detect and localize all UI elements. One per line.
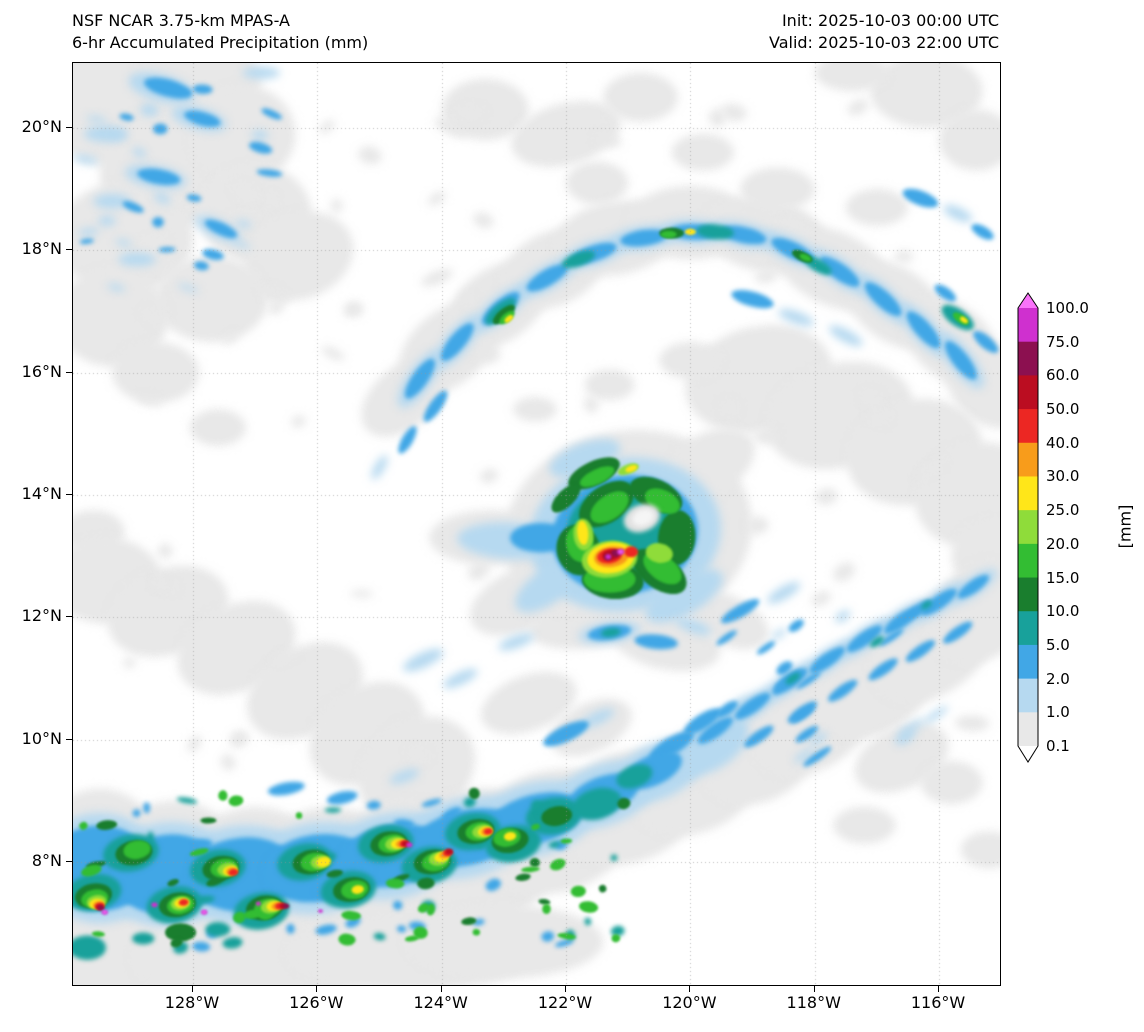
colorbar-tick-label: 30.0 bbox=[1046, 467, 1080, 486]
colorbar-tick-label: 60.0 bbox=[1046, 366, 1080, 385]
colorbar-segment bbox=[1018, 375, 1038, 410]
colorbar-units-label: [mm] bbox=[1115, 504, 1135, 549]
title-line-1: NSF NCAR 3.75-km MPAS-A bbox=[72, 11, 290, 30]
colorbar-tick-label: 40.0 bbox=[1046, 433, 1080, 452]
x-tick-mark bbox=[440, 986, 442, 992]
colorbar-segment bbox=[1018, 644, 1038, 680]
colorbar-tick-label: 75.0 bbox=[1046, 332, 1080, 351]
colorbar-tick-label: 25.0 bbox=[1046, 501, 1080, 520]
init-time-label: Init: 2025-10-03 00:00 UTC bbox=[781, 11, 999, 30]
colorbar-tick-label: 15.0 bbox=[1046, 568, 1080, 587]
colorbar-segment bbox=[1018, 442, 1038, 478]
colorbar-tick-labels: 100.0 75.0 60.0 50.0 40.0 30.0 25.0 20.0 15.0 10.… bbox=[1046, 292, 1116, 772]
colorbar-segment bbox=[1018, 341, 1038, 376]
colorbar-segment bbox=[1018, 712, 1038, 747]
colorbar-segment bbox=[1018, 577, 1038, 612]
x-tick-label: 122°W bbox=[537, 993, 593, 1012]
precipitation-field-canvas bbox=[73, 63, 1000, 985]
y-tick-label: 8°N bbox=[31, 851, 62, 871]
colorbar-tick-label: 2.0 bbox=[1046, 669, 1070, 688]
y-tick-label: 10°N bbox=[21, 728, 62, 748]
colorbar-over-arrow bbox=[1018, 293, 1038, 308]
figure-title-block: NSF NCAR 3.75-km MPAS-A 6-hr Accumulated… bbox=[72, 10, 368, 54]
x-tick-label: 128°W bbox=[164, 993, 220, 1012]
colorbar-under-arrow bbox=[1018, 746, 1038, 762]
colorbar-tick-label: 20.0 bbox=[1046, 534, 1080, 553]
run-info-block: Init: 2025-10-03 00:00 UTC Valid: 2025-1… bbox=[769, 10, 999, 54]
x-axis-tick-labels: 128°W 126°W 124°W 122°W 120°W 118°W 116°W bbox=[72, 993, 999, 1019]
x-tick-label: 116°W bbox=[910, 993, 966, 1012]
map-plot-area bbox=[72, 62, 1001, 986]
x-tick-label: 120°W bbox=[662, 993, 717, 1012]
colorbar-segment bbox=[1018, 611, 1038, 646]
y-tick-label: 18°N bbox=[21, 239, 62, 259]
y-axis-tick-labels: 8°N 10°N 12°N 14°N 16°N 18°N 20°N bbox=[0, 62, 62, 984]
colorbar-tick-label: 5.0 bbox=[1046, 635, 1070, 654]
colorbar-tick-label: 50.0 bbox=[1046, 400, 1080, 419]
x-tick-mark bbox=[316, 986, 318, 992]
x-tick-label: 118°W bbox=[786, 993, 841, 1012]
colorbar bbox=[1016, 292, 1040, 763]
x-tick-label: 124°W bbox=[413, 993, 468, 1012]
colorbar-segment bbox=[1018, 308, 1038, 343]
x-tick-mark bbox=[938, 986, 940, 992]
x-tick-label: 126°W bbox=[289, 993, 344, 1012]
x-tick-mark bbox=[191, 986, 193, 992]
colorbar-segment bbox=[1018, 543, 1038, 579]
x-tick-mark bbox=[689, 986, 691, 992]
colorbar-segment bbox=[1018, 678, 1038, 713]
y-tick-label: 12°N bbox=[21, 606, 62, 626]
y-tick-label: 16°N bbox=[21, 361, 62, 381]
valid-time-label: Valid: 2025-10-03 22:00 UTC bbox=[768, 33, 999, 52]
y-tick-label: 20°N bbox=[21, 116, 62, 136]
x-tick-mark bbox=[565, 986, 567, 992]
colorbar-tick-label: 100.0 bbox=[1046, 299, 1089, 317]
y-tick-label: 14°N bbox=[21, 483, 62, 503]
colorbar-tick-label: 0.1 bbox=[1046, 737, 1070, 755]
colorbar-svg bbox=[1017, 292, 1039, 763]
colorbar-tick-label: 10.0 bbox=[1046, 602, 1080, 621]
colorbar-tick-label: 1.0 bbox=[1046, 703, 1070, 722]
colorbar-segment bbox=[1018, 510, 1038, 545]
title-line-2: 6-hr Accumulated Precipitation (mm) bbox=[72, 33, 369, 52]
x-tick-mark bbox=[813, 986, 815, 992]
colorbar-segment bbox=[1018, 476, 1038, 511]
colorbar-segment bbox=[1018, 409, 1038, 444]
